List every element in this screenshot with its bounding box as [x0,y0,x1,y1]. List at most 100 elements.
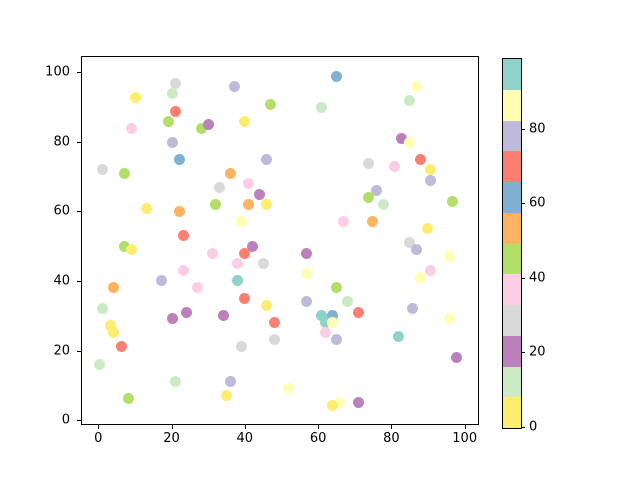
x-tick-mark [244,425,246,429]
scatter-point [119,167,131,179]
scatter-point [254,188,266,200]
scatter-point [363,192,375,204]
scatter-point [126,122,138,134]
x-tick-label: 20 [163,431,180,446]
scatter-point [235,341,247,353]
scatter-point [141,202,153,214]
scatter-point [239,115,251,127]
scatter-point [195,122,207,134]
scatter-point [410,81,422,93]
scatter-point [392,330,404,342]
scatter-point [181,306,193,318]
y-tick-label: 60 [53,203,70,219]
colorbar-tick-label: 20 [529,344,546,360]
colorbar-tick-mark [521,277,525,279]
scatter-point [410,244,422,256]
scatter-point [221,389,233,401]
scatter-point [206,247,218,259]
scatter-point [162,115,174,127]
scatter-point [388,161,400,172]
colorbar-segment [503,366,521,398]
scatter-point [257,258,269,270]
colorbar-tick-label: 40 [529,270,546,286]
scatter-point [243,199,255,211]
scatter-point [173,154,185,166]
scatter-point [97,164,109,176]
x-tick-label: 0 [94,431,103,446]
scatter-point [192,282,204,294]
scatter-point [425,264,437,276]
scatter-point [319,327,331,339]
colorbar-segment [503,58,521,90]
colorbar-segment [503,150,521,182]
scatter-point [261,154,273,166]
scatter-point [327,316,338,328]
scatter-point [235,216,247,228]
scatter-point [166,136,178,148]
scatter-point [166,88,178,100]
scatter-point [210,199,222,211]
scatter-point [173,206,185,218]
colorbar-segment [503,243,521,275]
scatter-point [170,77,182,89]
x-tick-mark [318,425,320,429]
scatter-point [450,351,462,363]
colorbar-tick-mark [521,128,525,130]
scatter-point [352,396,364,408]
scatter-point [177,230,189,242]
scatter-point [239,292,251,304]
colorbar-segment [503,181,521,213]
scatter-point [327,310,338,322]
scatter-point [122,393,134,405]
scatter-point [119,240,131,252]
scatter-point [414,271,426,283]
scatter-point [443,313,455,325]
x-tick-label: 40 [236,431,254,446]
y-tick-mark [77,420,81,422]
scatter-point [97,303,109,315]
colorbar-segment [503,89,521,121]
x-tick-mark [98,425,100,429]
scatter-point [108,282,120,294]
x-tick-mark [464,425,466,429]
colorbar-tick-mark [521,427,525,428]
colorbar-tick-label: 60 [529,195,546,211]
colorbar-tick-label: 80 [529,121,546,137]
scatter-point [330,70,342,82]
scatter-point [319,316,331,328]
colorbar [502,58,522,429]
x-axis: 0 20 40 60 80 100 [81,425,479,451]
scatter-point [243,178,255,190]
scatter-point [316,102,328,114]
scatter-point [396,133,408,145]
scatter-point [327,400,338,412]
scatter-point [403,237,415,249]
scatter-point [232,258,244,270]
scatter-point [425,174,437,186]
scatter-point [370,185,382,197]
colorbar-segment [503,273,521,305]
plot-area [81,56,479,425]
colorbar-tick-mark [521,203,525,205]
x-tick-mark [171,425,173,429]
scatter-point [93,358,105,370]
colorbar-segment [503,304,521,336]
colorbar-tick-mark [521,352,525,354]
scatter-point [170,105,182,117]
scatter-point [337,216,349,228]
x-tick-mark [391,425,393,429]
x-tick-label: 60 [309,431,327,446]
scatter-point [334,396,346,408]
scatter-point [126,244,138,256]
colorbar-segment [503,396,521,428]
scatter-point [268,334,280,346]
scatter-point [166,313,178,325]
scatter-point [421,223,433,235]
scatter-point [301,247,313,259]
scatter-point [447,195,459,207]
scatter-point [155,275,167,287]
scatter-point [378,199,390,211]
scatter-point [130,91,142,103]
scatter-point [261,199,273,211]
